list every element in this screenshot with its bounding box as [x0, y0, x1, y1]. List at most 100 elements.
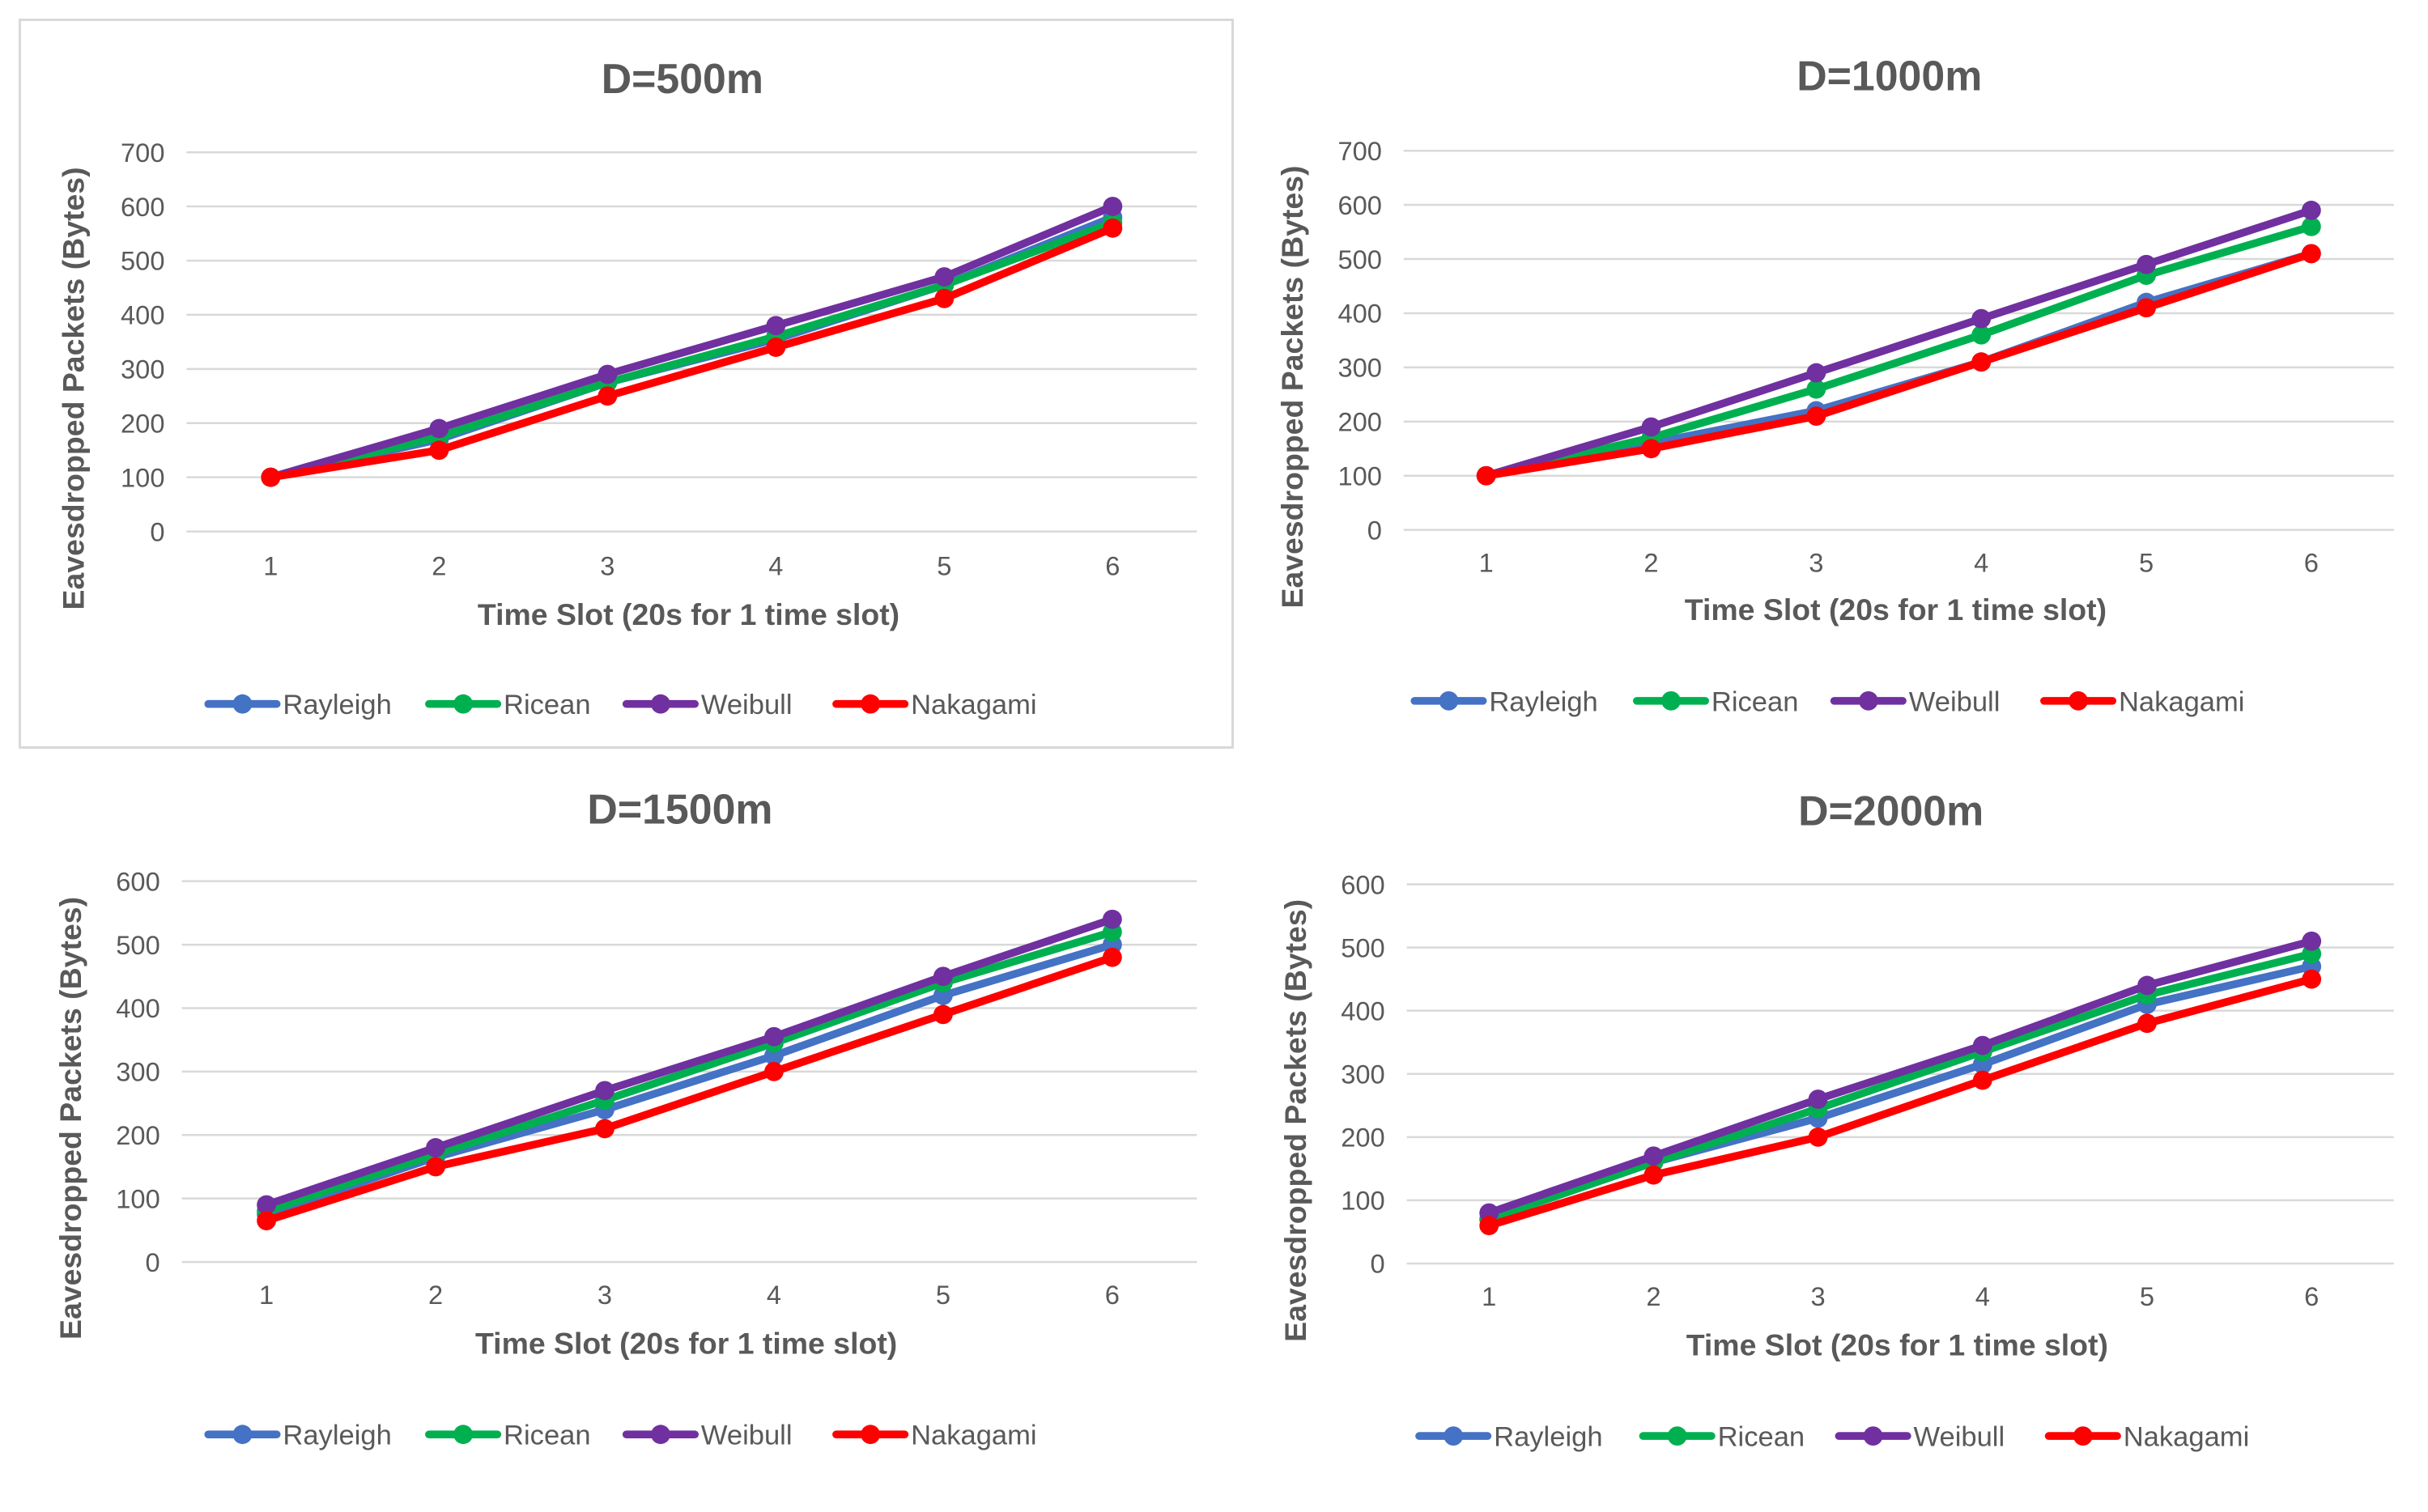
x-tick-label: 6 — [2304, 1281, 2319, 1311]
y-tick-label: 500 — [121, 246, 164, 276]
legend-swatch-marker — [232, 1425, 253, 1445]
x-tick-label: 5 — [936, 1280, 950, 1310]
series-line — [266, 219, 1117, 482]
legend-item: Weibull — [1830, 686, 2000, 717]
series-nakagami — [1476, 244, 2321, 486]
chart-title: D=1000m — [1797, 52, 1982, 99]
series-line — [1485, 937, 2315, 1217]
series-line — [266, 224, 1117, 482]
legend-swatch-marker — [453, 694, 474, 714]
legend-item: Nakagami — [2039, 686, 2244, 717]
series-line — [262, 928, 1116, 1216]
data-point — [597, 364, 618, 384]
x-tick-label: 3 — [600, 550, 614, 580]
series-line — [1485, 949, 2315, 1224]
x-axis-title: Time Slot (20s for 1 time slot) — [1685, 592, 2107, 626]
series-line — [1482, 223, 2315, 480]
x-tick-label: 5 — [2140, 1281, 2154, 1311]
legend-item: Nakagami — [832, 1421, 1037, 1451]
data-point — [933, 966, 953, 987]
x-tick-label: 5 — [937, 550, 951, 580]
legend-swatch-marker — [651, 1425, 670, 1445]
y-tick-label: 600 — [1341, 869, 1384, 899]
legend-label: Rayleigh — [1494, 1422, 1602, 1453]
legend-label: Rayleigh — [283, 690, 391, 720]
line-chart: 0 100 200 300 400 500 600 1 2 3 4 5 6 D=2000m Time Slo… — [1278, 788, 2394, 1453]
chart-panel-d1500: 0 100 200 300 400 500 600 1 2 3 4 5 6 D=1500m Time Slo… — [19, 758, 1234, 1473]
data-point — [2302, 931, 2322, 951]
series-line — [1482, 206, 2315, 480]
data-point — [1476, 465, 1496, 486]
legend-item: Ricean — [1639, 1422, 1805, 1453]
chart-panel-d2000: 0 100 200 300 400 500 600 1 2 3 4 5 6 D=2000m Time Slo… — [1244, 758, 2403, 1473]
y-tick-label: 400 — [121, 300, 164, 330]
y-tick-label: 200 — [1337, 407, 1381, 437]
data-point — [1806, 406, 1826, 427]
data-point — [2137, 298, 2156, 318]
legend-swatch-marker — [1858, 690, 1878, 711]
y-tick-label: 300 — [121, 355, 164, 384]
y-tick-label: 300 — [1337, 353, 1381, 383]
legend-item: Rayleigh — [1415, 1422, 1603, 1453]
y-tick-label: 500 — [1341, 932, 1384, 962]
legend: Rayleigh Ricean Weibull Nakagami — [204, 690, 1037, 720]
x-tick-label: 6 — [1105, 550, 1120, 580]
series-line — [1485, 962, 2315, 1224]
x-tick-label: 3 — [1809, 548, 1823, 578]
x-tick-label: 6 — [1105, 1280, 1120, 1310]
series-line — [1482, 249, 2315, 480]
y-tick-label: 100 — [1341, 1186, 1384, 1216]
legend-swatch-marker — [1667, 1426, 1687, 1446]
data-point — [2301, 244, 2321, 264]
legend-item: Rayleigh — [204, 1421, 392, 1451]
data-point — [1643, 1146, 1664, 1166]
data-point — [1806, 363, 1826, 383]
data-point — [933, 1004, 953, 1025]
data-point — [1479, 1216, 1499, 1236]
data-point — [257, 1211, 277, 1230]
chart-panel-d1000: 0 100 200 300 400 500 600 700 1 2 3 4 5 6 D=1000m Time … — [1244, 19, 2403, 749]
legend: Rayleigh Ricean Weibull Nakagami — [204, 1421, 1037, 1451]
data-point — [764, 1026, 784, 1047]
series-line — [1485, 975, 2315, 1230]
chart-title: D=500m — [602, 55, 763, 102]
y-tick-label: 500 — [116, 930, 159, 960]
legend-label: Nakagami — [911, 1421, 1037, 1451]
x-tick-label: 1 — [259, 1280, 274, 1310]
x-tick-label: 5 — [2139, 548, 2154, 578]
y-axis-title: Eavesdropped Packets (Bytes) — [1278, 899, 1312, 1342]
line-chart: 0 100 200 300 400 500 600 1 2 3 4 5 6 D=1500m Time Slo… — [53, 786, 1197, 1451]
series-nakagami — [261, 218, 1123, 487]
chart-title: D=1500m — [587, 786, 772, 833]
data-point — [2137, 254, 2156, 274]
legend-swatch-marker — [1661, 690, 1681, 711]
line-chart: 0 100 200 300 400 500 600 700 1 2 3 4 5 6 D=500m Time S… — [57, 55, 1197, 720]
y-tick-label: 300 — [116, 1057, 159, 1087]
x-tick-label: 4 — [1974, 548, 1988, 578]
legend-label: Ricean — [1712, 686, 1799, 717]
data-point — [1806, 379, 1826, 399]
series-nakagami — [1479, 969, 2322, 1236]
x-axis-title: Time Slot (20s for 1 time slot) — [1686, 1327, 2108, 1361]
y-tick-label: 0 — [150, 516, 164, 546]
data-point — [766, 316, 786, 336]
data-point — [1643, 1165, 1664, 1185]
legend-item: Rayleigh — [1410, 686, 1598, 717]
data-point — [1808, 1089, 1828, 1109]
legend-label: Ricean — [504, 1421, 591, 1451]
data-point — [766, 338, 786, 357]
data-point — [595, 1119, 614, 1139]
x-tick-label: 2 — [428, 1280, 443, 1310]
data-point — [1103, 197, 1123, 216]
series-line — [262, 953, 1116, 1225]
y-tick-label: 0 — [146, 1247, 160, 1277]
line-chart: 0 100 200 300 400 500 600 700 1 2 3 4 5 6 D=1000m Time … — [1275, 52, 2394, 717]
y-tick-label: 700 — [121, 138, 164, 168]
chart-frame — [19, 19, 1235, 750]
legend-swatch-marker — [1863, 1426, 1883, 1446]
y-tick-label: 400 — [1341, 996, 1384, 1026]
y-tick-label: 200 — [1341, 1123, 1384, 1153]
legend-item: Nakagami — [832, 690, 1037, 720]
legend-label: Ricean — [504, 690, 591, 720]
y-tick-label: 600 — [121, 192, 164, 222]
